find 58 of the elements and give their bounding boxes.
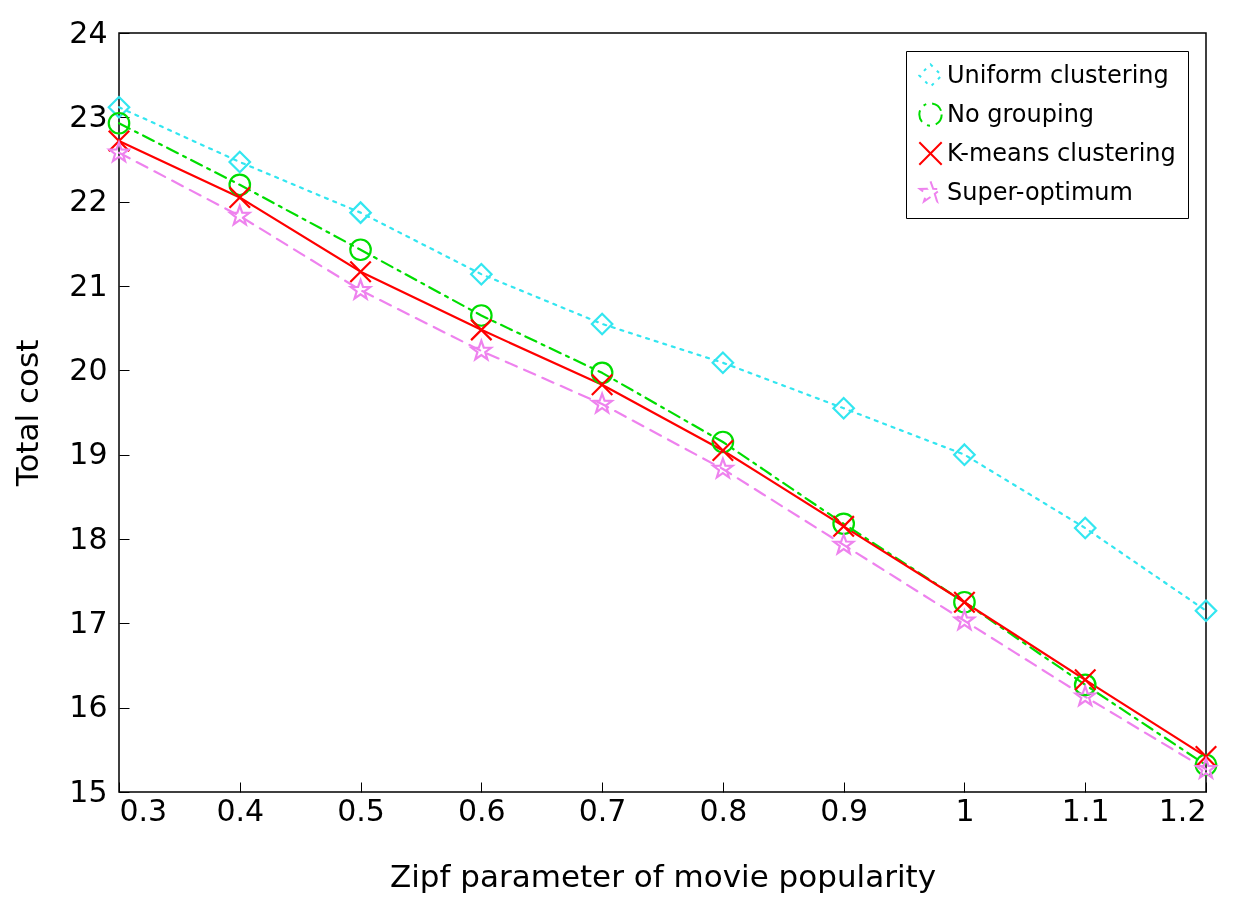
point: [1073, 516, 1097, 540]
y-tick-label: 22: [69, 183, 108, 219]
legend-label: Uniform clustering: [947, 60, 1169, 89]
y-tick-label: 20: [69, 351, 108, 387]
x-tick-label: 0.3: [119, 792, 168, 828]
point: [1194, 745, 1218, 768]
point: [710, 455, 736, 480]
x-tick-label: 0.5: [337, 792, 385, 828]
point: [107, 129, 131, 153]
x-tick-label: 1: [955, 792, 975, 828]
point: [1073, 668, 1097, 692]
x-tick-label: 1.1: [1061, 792, 1110, 828]
point: [468, 337, 494, 362]
y-axis-title: Total cost: [9, 339, 46, 488]
y-tick-label: 15: [69, 773, 108, 809]
point: [590, 312, 614, 336]
point: [953, 443, 976, 467]
point: [228, 150, 252, 174]
point: [711, 430, 735, 454]
x-tick-label: 0.6: [457, 792, 506, 828]
point: [349, 201, 372, 224]
point: [228, 173, 252, 197]
point: [469, 262, 493, 286]
x-tick-label: 1.2: [1158, 792, 1207, 828]
point: [590, 361, 614, 385]
y-tick-label: 18: [69, 520, 108, 556]
point: [831, 531, 857, 556]
y-tick-label: 19: [69, 436, 108, 472]
legend-label: Super-optimum: [947, 177, 1133, 206]
y-tick-label: 24: [69, 14, 108, 50]
point: [711, 351, 735, 375]
legend-label: K-means clustering: [947, 138, 1176, 167]
x-tick-label: 0.9: [820, 792, 869, 828]
point: [590, 373, 614, 397]
x-tick-label: 0.7: [578, 792, 627, 828]
x-tick-label: 0.8: [699, 792, 748, 828]
point: [349, 260, 372, 284]
y-tick-label: 16: [69, 689, 108, 725]
point: [349, 238, 372, 262]
y-tick-label: 23: [69, 98, 108, 134]
point: [107, 95, 131, 119]
point: [1194, 599, 1218, 623]
point: [227, 202, 253, 227]
point: [1073, 673, 1097, 697]
y-tick-label: 17: [69, 604, 108, 640]
point: [469, 318, 493, 342]
point: [951, 607, 977, 632]
legend-label: No grouping: [947, 99, 1095, 128]
point: [469, 304, 493, 327]
point: [832, 396, 856, 420]
point: [711, 439, 735, 462]
x-axis-title: Zipf parameter of movie popularity: [389, 857, 937, 894]
point: [348, 277, 374, 301]
point: [589, 390, 615, 415]
y-tick-label: 21: [69, 267, 108, 303]
point: [228, 186, 252, 209]
x-tick-label: 0.4: [216, 792, 265, 828]
point: [107, 111, 131, 135]
